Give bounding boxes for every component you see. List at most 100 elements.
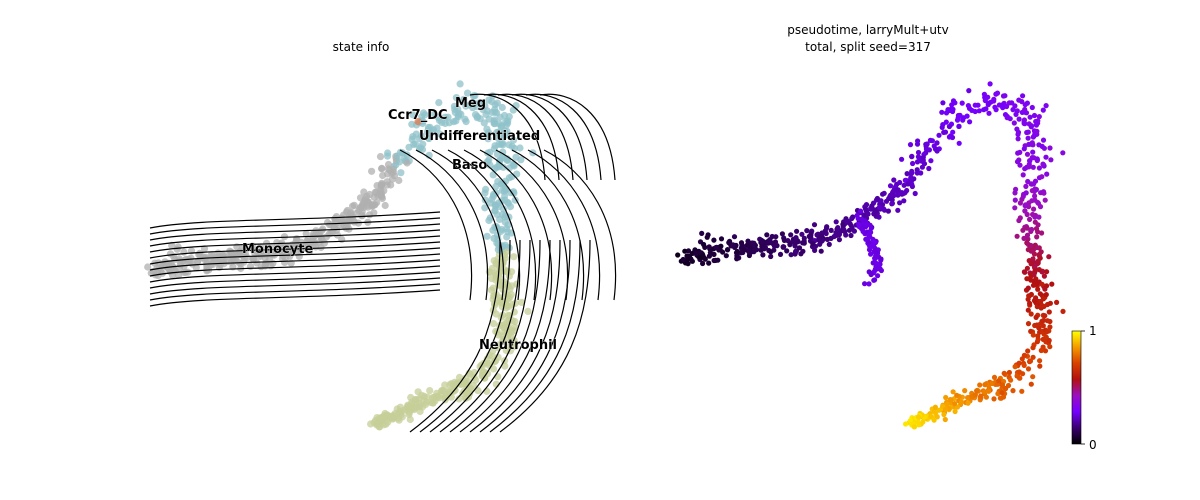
velocity-streamline	[497, 93, 574, 181]
cell-point	[184, 268, 192, 276]
cell-point	[415, 134, 423, 143]
pseudotime-point	[950, 108, 956, 115]
cell-point	[368, 167, 376, 175]
pseudotime-point	[1042, 197, 1048, 203]
pseudotime-point	[958, 399, 965, 405]
pseudotime-point	[965, 103, 972, 109]
pseudotime-point	[1042, 286, 1048, 292]
pseudotime-point	[994, 90, 1001, 96]
pseudotime-point	[751, 240, 757, 246]
pseudotime-point	[899, 156, 905, 162]
pseudotime-point	[1035, 333, 1041, 339]
pseudotime-point	[1046, 337, 1052, 344]
cell-point	[180, 248, 188, 256]
pseudotime-point	[718, 243, 724, 249]
cell-point	[379, 413, 388, 421]
pseudotime-point	[959, 100, 965, 106]
pseudotime-point	[1000, 102, 1006, 108]
velocity-streamline	[149, 229, 441, 247]
cell-point	[451, 108, 459, 117]
pseudotime-point	[866, 281, 872, 287]
pseudotime-point	[977, 382, 983, 388]
pseudotime-point	[715, 257, 721, 263]
velocity-streamline	[149, 289, 441, 307]
pseudotime-point	[1034, 234, 1040, 240]
cell-point	[418, 391, 426, 399]
pseudotime-point	[849, 215, 855, 222]
pseudotime-point	[1054, 299, 1060, 305]
pseudotime-point	[907, 142, 914, 148]
pseudotime-point	[920, 419, 926, 425]
pseudotime-point	[1030, 256, 1036, 262]
cell-point	[383, 152, 392, 160]
pseudotime-point	[931, 417, 937, 423]
pseudotime-point	[1044, 318, 1051, 324]
pseudotime-point	[1038, 347, 1044, 354]
pseudotime-point	[885, 208, 892, 214]
pseudotime-point	[878, 256, 884, 262]
pseudotime-point	[911, 424, 917, 430]
cell-point	[281, 258, 289, 266]
pseudotime-point	[1025, 307, 1031, 313]
pseudotime-point	[680, 256, 686, 263]
pseudotime-point	[1024, 232, 1031, 238]
pseudotime-point	[713, 244, 719, 250]
pseudotime-point	[907, 177, 913, 183]
pseudotime-point	[793, 239, 799, 245]
pseudotime-point	[810, 241, 816, 247]
velocity-streamline	[149, 265, 441, 283]
pseudotime-point	[824, 236, 831, 242]
pseudotime-point	[1032, 263, 1038, 269]
cell-point	[340, 222, 348, 230]
cell-point	[489, 226, 497, 234]
pseudotime-point	[1029, 226, 1035, 233]
pseudotime-point	[706, 244, 712, 250]
pseudotime-point	[812, 247, 818, 253]
pseudotime-point	[1039, 230, 1045, 236]
pseudotime-point	[894, 187, 900, 193]
pseudotime-point	[1009, 100, 1015, 106]
cell-point	[510, 189, 518, 197]
pseudotime-point	[934, 148, 940, 154]
cell-point	[418, 145, 427, 154]
cell-point	[406, 415, 414, 424]
pseudotime-point	[1014, 159, 1021, 165]
pseudotime-point	[1020, 227, 1026, 233]
velocity-streamline	[463, 149, 536, 301]
cell-point	[485, 115, 493, 123]
pseudotime-point	[682, 248, 688, 254]
right-panel-title-line2: total, split seed=317	[805, 40, 931, 54]
pseudotime-point	[1024, 151, 1031, 157]
pseudotime-point	[1024, 265, 1030, 271]
pseudotime-point	[1044, 269, 1050, 275]
pseudotime-point	[1039, 174, 1045, 180]
pseudotime-point	[944, 401, 950, 407]
cell-point	[516, 144, 524, 152]
pseudotime-point	[1030, 134, 1036, 140]
cell-point	[492, 259, 500, 267]
pseudotime-point	[1036, 114, 1042, 120]
pseudotime-point	[836, 237, 843, 243]
pseudotime-point	[835, 227, 841, 233]
pseudotime-point	[982, 97, 988, 104]
pseudotime-point	[1029, 198, 1035, 204]
pseudotime-point	[739, 242, 745, 248]
pseudotime-point	[1040, 107, 1046, 113]
pseudotime-point	[972, 392, 979, 398]
pseudotime-point	[1041, 190, 1047, 196]
pseudotime-points-layer	[675, 81, 1066, 430]
cell-point	[481, 189, 489, 197]
cell-point	[493, 210, 501, 219]
pseudotime-point	[956, 140, 962, 146]
pseudotime-point	[1036, 214, 1042, 220]
cell-point	[508, 173, 516, 181]
pseudotime-point	[1026, 293, 1032, 299]
cell-point	[349, 202, 357, 210]
pseudotime-point	[945, 107, 951, 113]
pseudotime-point	[801, 240, 807, 246]
pseudotime-point	[943, 394, 949, 401]
cell-point	[481, 204, 489, 212]
pseudotime-point	[952, 408, 958, 415]
pseudotime-point	[862, 218, 868, 224]
cell-point	[441, 381, 449, 389]
